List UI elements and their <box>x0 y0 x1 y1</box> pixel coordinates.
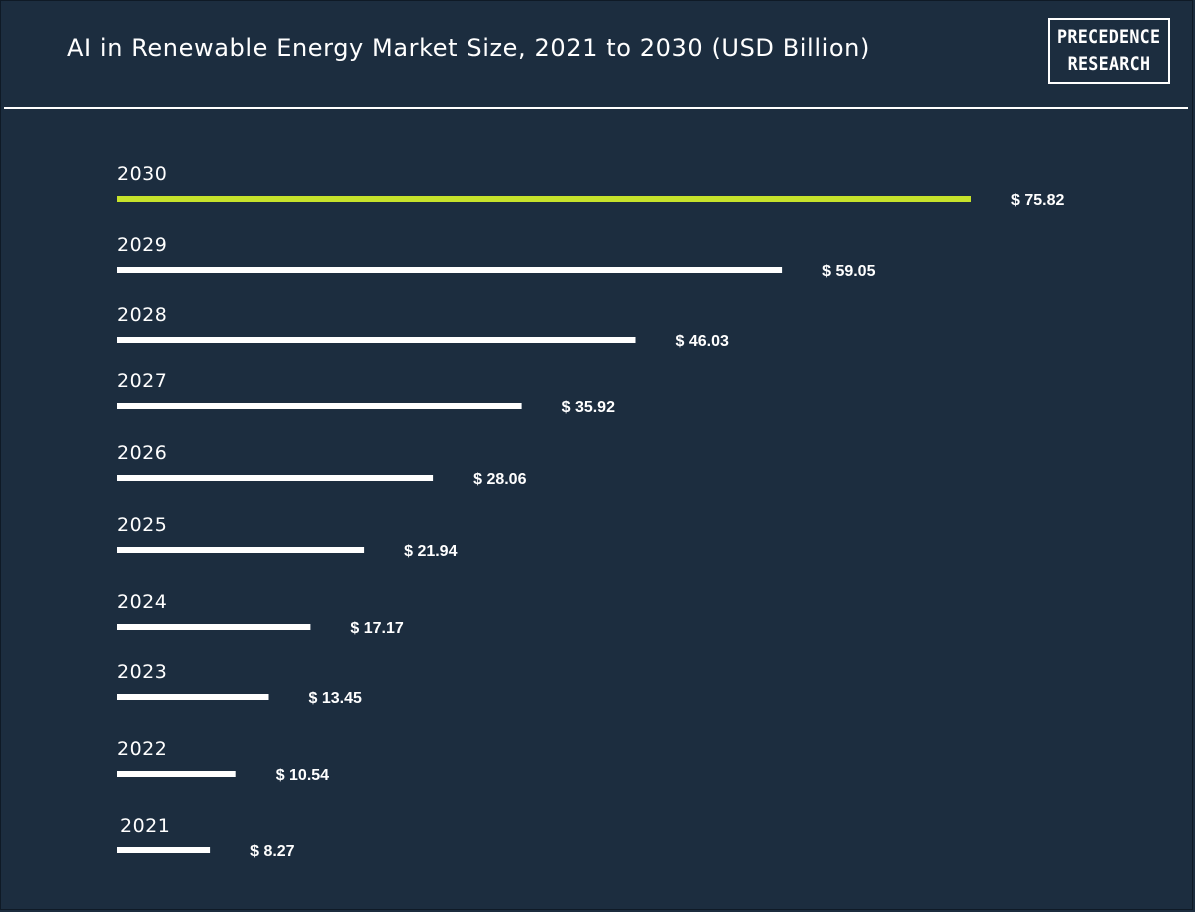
bar-2025 <box>117 547 365 553</box>
bar-2022 <box>117 771 236 777</box>
value-label-2027: $ 35.92 <box>562 399 615 416</box>
value-label-2025: $ 21.94 <box>404 543 457 560</box>
bar-2026 <box>117 475 434 481</box>
bar-2024 <box>117 624 311 630</box>
category-label-2022: 2022 <box>117 738 167 760</box>
value-label-2028: $ 46.03 <box>676 333 729 350</box>
bar-2028 <box>117 337 636 343</box>
header-divider <box>4 107 1188 109</box>
value-label-2030: $ 75.82 <box>1011 192 1064 209</box>
value-label-2024: $ 17.17 <box>350 620 403 637</box>
category-label-2023: 2023 <box>117 661 167 683</box>
category-label-2025: 2025 <box>117 514 167 536</box>
category-label-2027: 2027 <box>117 370 167 392</box>
value-label-2022: $ 10.54 <box>276 767 329 784</box>
bar-2027 <box>117 403 522 409</box>
value-label-2026: $ 28.06 <box>473 471 526 488</box>
category-label-2029: 2029 <box>117 234 167 256</box>
value-label-2029: $ 59.05 <box>822 263 875 280</box>
bar-2030 <box>117 196 971 202</box>
logo-line-2: RESEARCH <box>1067 53 1151 75</box>
bar-2023 <box>117 694 269 700</box>
precedence-research-logo: PRECEDENCE RESEARCH <box>1048 18 1170 84</box>
category-label-2030: 2030 <box>117 163 167 185</box>
logo-line-1: PRECEDENCE <box>1057 26 1161 48</box>
category-label-2028: 2028 <box>117 304 167 326</box>
bar-2021 <box>117 847 211 853</box>
bar-2029 <box>117 267 783 273</box>
category-label-2026: 2026 <box>117 442 167 464</box>
chart-title: AI in Renewable Energy Market Size, 2021… <box>67 34 870 62</box>
value-label-2023: $ 13.45 <box>309 690 362 707</box>
value-label-2021: $ 8.27 <box>250 843 295 860</box>
category-label-2024: 2024 <box>117 591 167 613</box>
category-label-2021: 2021 <box>120 815 170 837</box>
